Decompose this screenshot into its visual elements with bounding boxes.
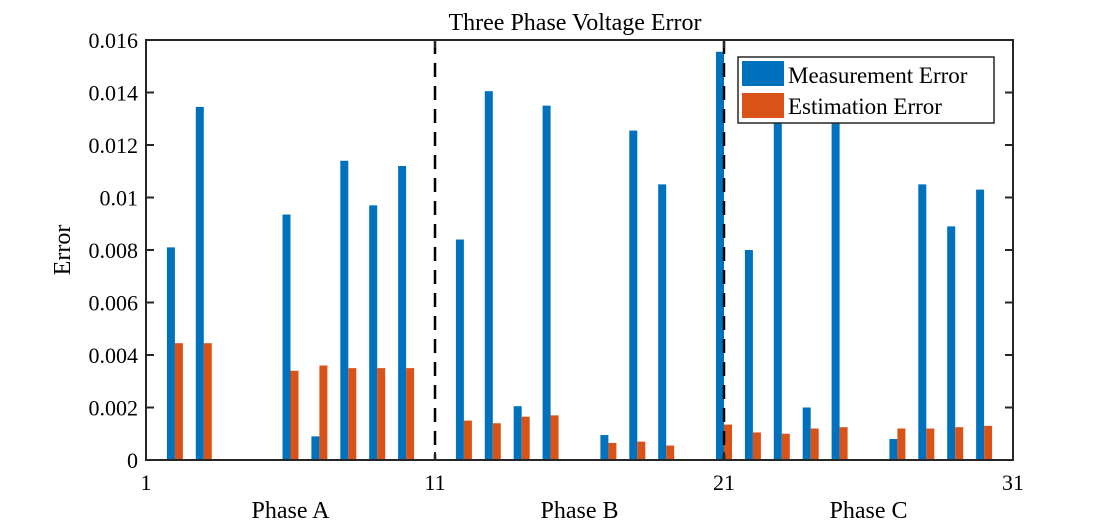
y-tick-label: 0.016 [89,28,139,53]
estimation-error-bar [521,416,530,460]
measurement-error-bar [195,106,204,460]
estimation-error-bar [608,442,617,460]
measurement-error-bar [658,184,667,460]
estimation-error-bar [897,428,906,460]
measurement-error-bar [542,105,551,460]
estimation-error-bar [203,343,212,460]
legend: Measurement Error Estimation Error [737,56,995,124]
estimation-error-bar [926,428,935,460]
estimation-error-bar [550,415,559,460]
measurement-error-bar [484,91,493,460]
measurement-error-bar [831,110,840,460]
estimation-error-bar [637,441,646,460]
measurement-error-bar [716,51,724,460]
measurement-error-bar [802,407,811,460]
measurement-error-bar [744,250,753,460]
estimation-error-bar [463,420,472,460]
estimation-error-bar [319,365,328,460]
estimation-error-bar [810,428,819,460]
measurement-error-bar [369,205,378,460]
estimation-error-bar [290,370,299,460]
x-tick-label: 1 [141,470,152,495]
estimation-error-bar [724,424,732,460]
estimation-error-bar [781,433,790,460]
measurement-error-bar [889,439,898,460]
measurement-error-bar [976,189,985,460]
estimation-error-bar [752,432,761,460]
measurement-error-bar [398,166,407,460]
y-tick-label: 0.014 [89,81,139,106]
phase-group-label: Phase A [252,498,331,524]
x-tick-label: 21 [713,470,735,495]
estimation-error-bar [377,368,386,460]
measurement-error-bar [600,435,609,460]
legend-label-measurement: Measurement Error [788,63,968,88]
y-tick-label: 0.006 [89,291,139,316]
estimation-error-bar [492,423,501,460]
estimation-error-bar [174,343,183,460]
measurement-error-bar [340,160,349,460]
estimation-error-bar [955,427,964,460]
estimation-error-bar [348,368,357,460]
measurement-error-bar [311,436,320,460]
y-tick-label: 0.01 [100,186,139,211]
estimation-error-bar [984,425,993,460]
y-tick-label: 0.004 [89,343,139,368]
x-tick-label: 31 [1002,470,1024,495]
y-tick-label: 0 [127,448,138,473]
y-tick-label: 0.002 [89,396,139,421]
estimation-error-bar [839,427,848,460]
estimation-error-bar [666,445,675,460]
x-tick-label: 11 [424,470,445,495]
legend-swatch-estimation [742,93,784,118]
y-tick-label: 0.008 [89,238,139,263]
legend-label-estimation: Estimation Error [788,94,942,119]
measurement-error-bar [629,130,638,460]
measurement-error-bar [773,105,782,460]
measurement-error-bar [282,214,291,460]
y-tick-label: 0.012 [89,133,139,158]
y-axis-label: Error [50,225,76,276]
phase-group-label: Phase B [541,498,619,524]
estimation-error-bar [406,368,415,460]
measurement-error-bar [513,406,522,460]
phase-group-label: Phase C [830,498,908,524]
measurement-error-bar [947,226,956,460]
measurement-error-bar [918,184,927,460]
chart-title: Three Phase Voltage Error [448,10,701,36]
legend-swatch-measurement [742,61,784,86]
measurement-error-bar [166,247,175,460]
measurement-error-bar [455,239,464,460]
